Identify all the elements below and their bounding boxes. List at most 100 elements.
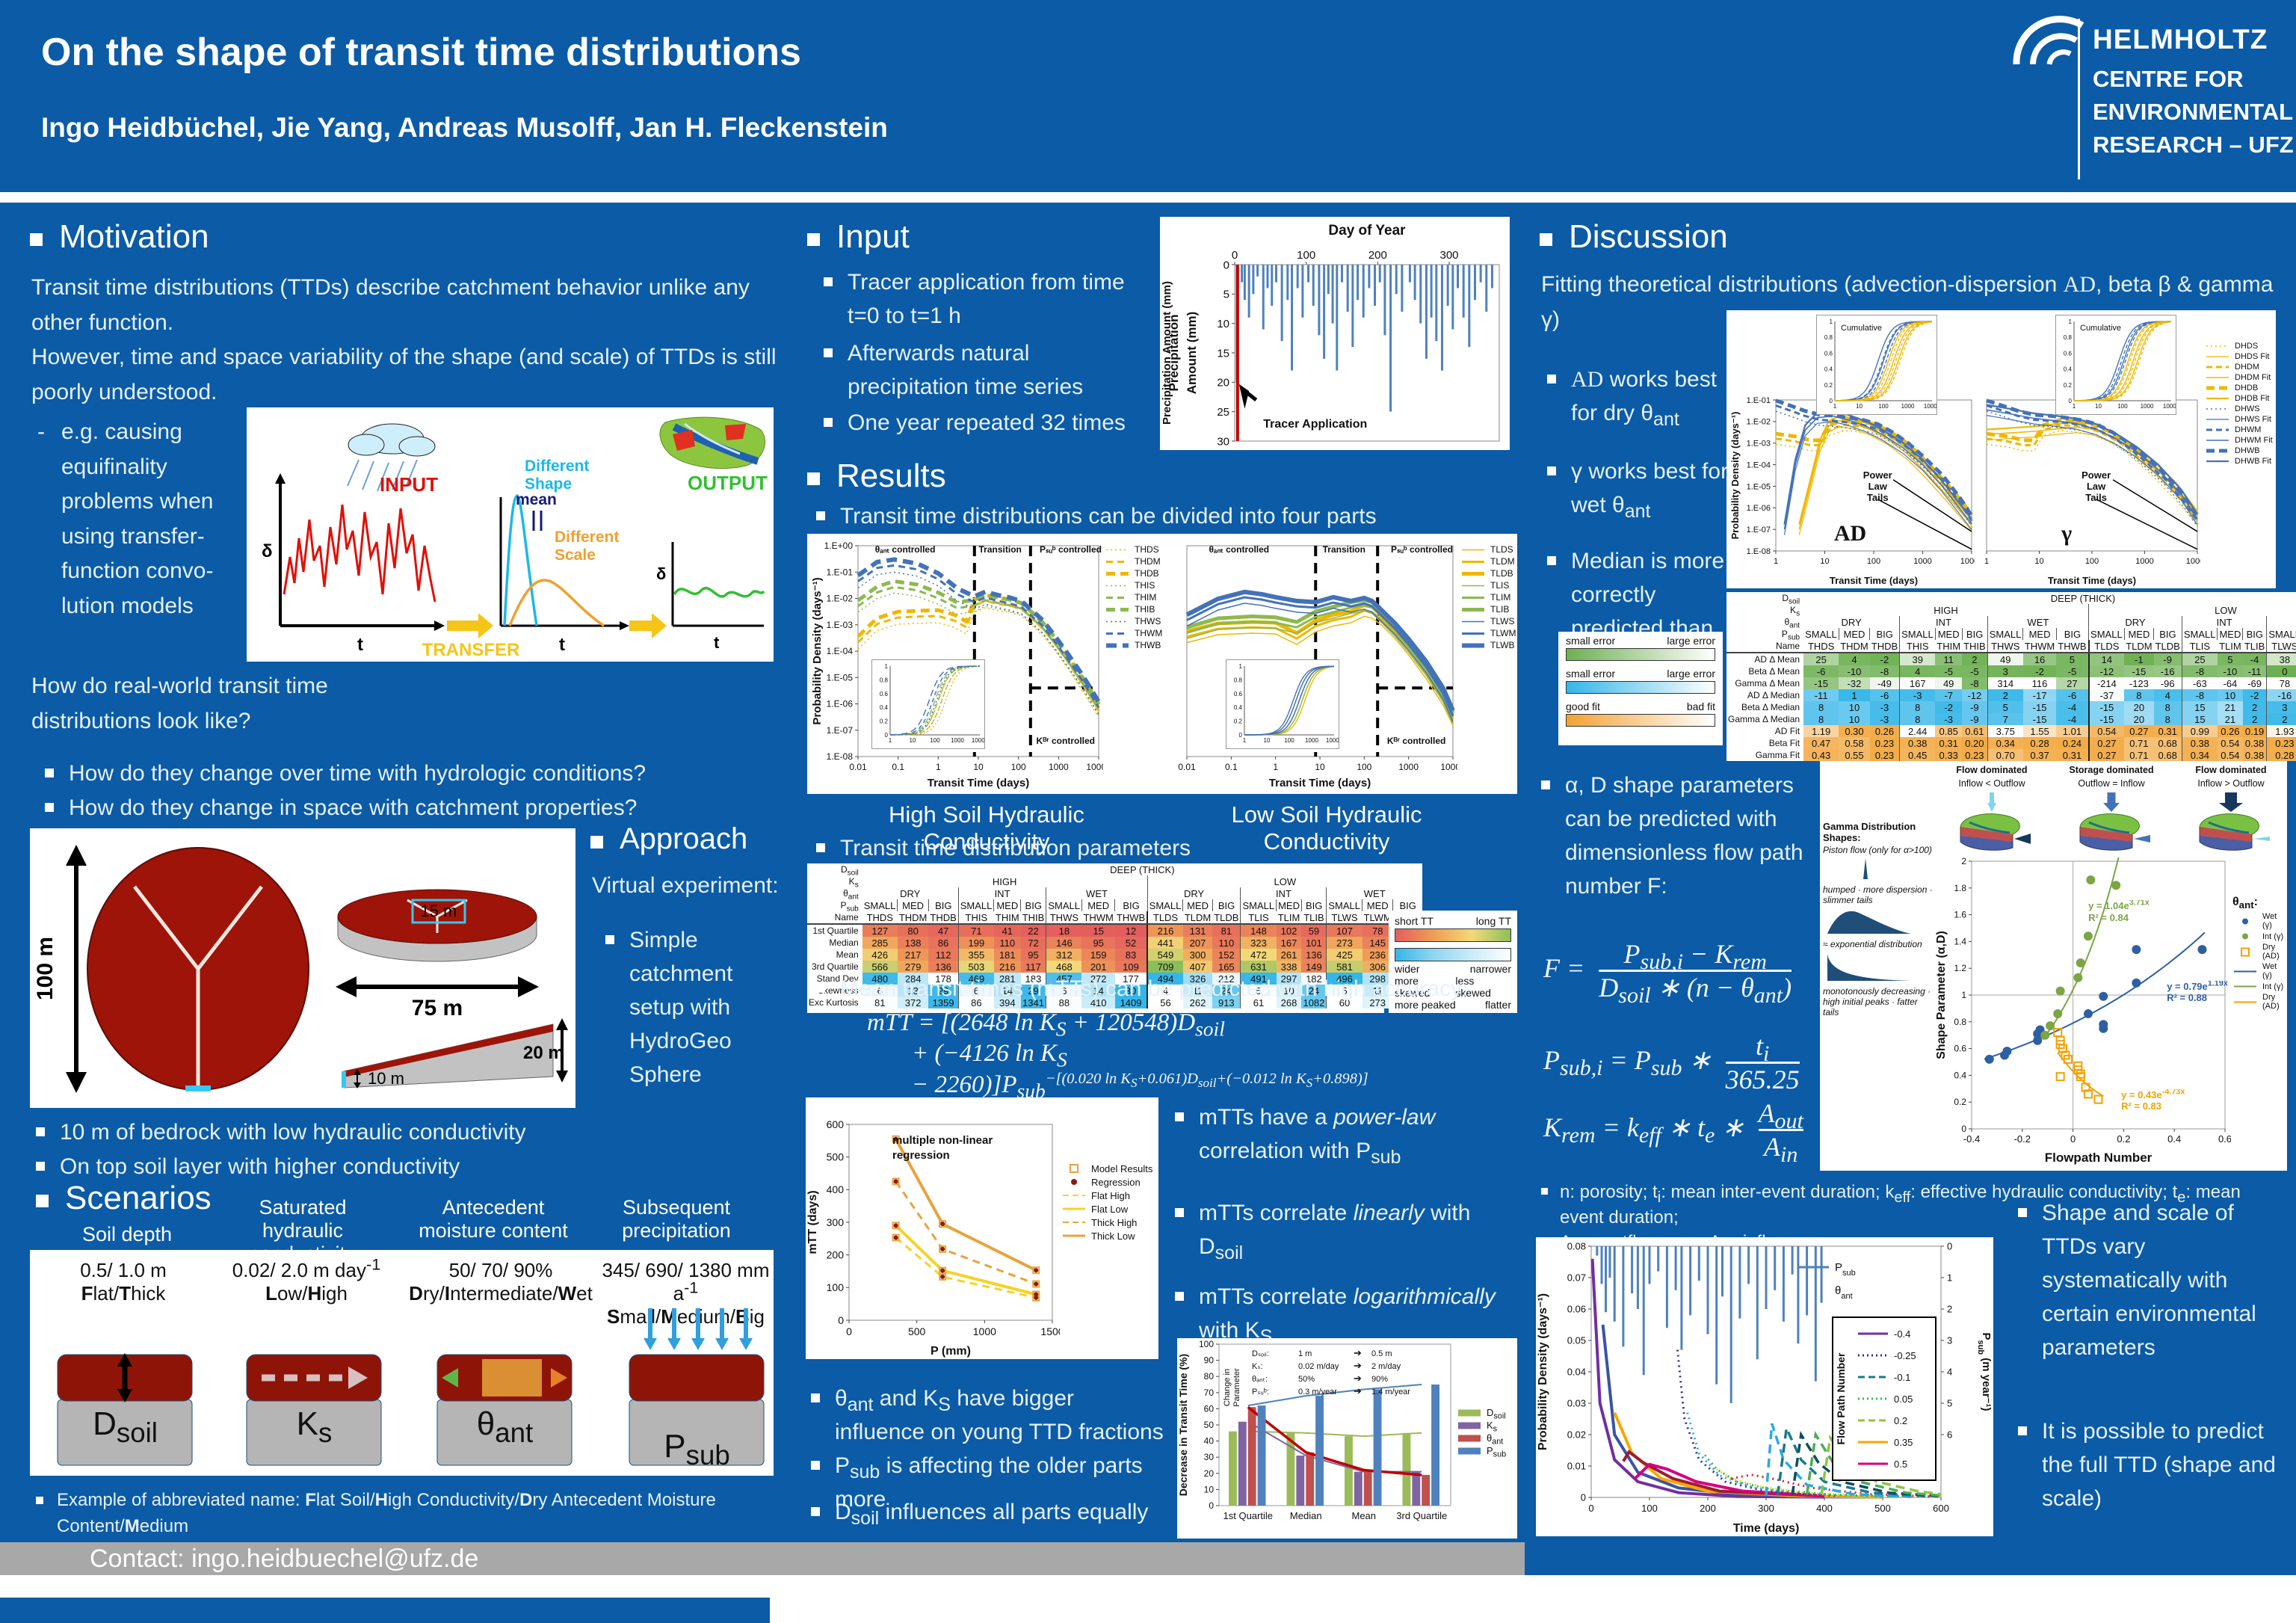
svg-text:1: 1 [936, 762, 941, 772]
label-15m: 15 m [421, 902, 457, 920]
svg-text:10: 10 [2034, 557, 2043, 566]
svg-text:30: 30 [1204, 1452, 1215, 1462]
svg-text:0.2: 0.2 [2064, 382, 2073, 389]
svg-text:0.02: 0.02 [1567, 1429, 1586, 1441]
svg-text:1000: 1000 [951, 737, 964, 744]
svg-text:Psub (m year⁻¹): Psub (m year⁻¹) [1976, 1332, 1993, 1411]
svg-text:0.1: 0.1 [892, 762, 904, 772]
svg-text:multiple non-linear: multiple non-linear [892, 1134, 993, 1147]
svg-text:0.4: 0.4 [1234, 704, 1243, 711]
svg-text:1.E-03: 1.E-03 [1747, 440, 1771, 449]
svg-text:300: 300 [1440, 249, 1459, 262]
svg-text:100: 100 [827, 1281, 845, 1293]
legend-item: TLDS [1462, 544, 1513, 555]
svg-text:Time (days): Time (days) [1733, 1522, 1800, 1535]
svg-text:Tracer Application: Tracer Application [1263, 418, 1367, 431]
svg-text:0: 0 [1223, 259, 1229, 271]
svg-text:Pₛᵤᵇ:: Pₛᵤᵇ: [1252, 1388, 1269, 1396]
svg-text:regression: regression [892, 1149, 950, 1162]
legend-item: TLWM [1462, 628, 1516, 638]
svg-text:0: 0 [1947, 1241, 1952, 1252]
svg-text:0.8: 0.8 [1824, 334, 1833, 341]
caption-low-k: Low Soil Hydraulic Conductivity [1231, 801, 1422, 854]
ad-chart: 1101001000100001.E-011.E-021.E-031.E-041… [1728, 310, 1983, 588]
svg-text:Kᴮʳ controlled: Kᴮʳ controlled [1037, 736, 1095, 746]
svg-text:1000: 1000 [973, 1325, 996, 1337]
svg-text:0.6: 0.6 [1824, 350, 1833, 357]
legend-item: THWS [1106, 616, 1161, 626]
svg-text:70: 70 [1204, 1388, 1215, 1398]
formula-P-num: ti [1755, 1031, 1770, 1067]
mtt-formula: mTT = [(2648 ln KS + 120548)Dsoil + (−41… [867, 1008, 1368, 1100]
svg-text:1000: 1000 [1305, 737, 1318, 744]
svg-text:-0.4: -0.4 [1963, 1133, 1980, 1145]
svg-text:100: 100 [1357, 762, 1371, 772]
output-delta-label: δ [656, 564, 666, 583]
legend-item: Int (γ) [2232, 931, 2286, 941]
svg-text:1.E-06: 1.E-06 [827, 699, 854, 709]
svg-text:1.E-08: 1.E-08 [1747, 547, 1771, 556]
ttd-high-legend: THDS THDM THDB THIS THIM THIB THWS THWM THWB [1105, 543, 1163, 789]
fit-legend-panel: small error large error small error large … [1558, 632, 1723, 745]
input-signal [275, 473, 445, 631]
fit-table-panel: Dsoil DEEP (THICK) Ks HIGH LOW θant DRY INT WET D… [1726, 592, 2296, 761]
svg-text:40: 40 [1204, 1436, 1215, 1447]
catchment-wedge [342, 1023, 554, 1088]
svg-text:50: 50 [1204, 1420, 1215, 1430]
scenarios-panel: 0.5/ 1.0 m Flat/Thick 0.02/ 2.0 m day-1 Lo… [30, 1250, 774, 1476]
svg-text:θₐₙₜ controlled: θₐₙₜ controlled [1209, 544, 1269, 555]
motivation-q2: How do they change in space with catchme… [45, 791, 762, 825]
svg-text:Transit Time (days): Transit Time (days) [2048, 575, 2136, 586]
svg-text:0.2: 0.2 [880, 718, 889, 725]
svg-text:AD: AD [1834, 521, 1866, 546]
svg-text:Inflow > Outflow: Inflow > Outflow [2197, 778, 2265, 789]
svg-text:Flow dominated: Flow dominated [1956, 765, 2027, 775]
svg-text:100: 100 [1199, 1339, 1214, 1349]
svg-text:Median: Median [1290, 1510, 1322, 1521]
input-b3-text: One year repeated 32 times [848, 410, 1126, 435]
svg-text:Probability Density (days⁻¹): Probability Density (days⁻¹) [811, 577, 824, 724]
label-10m: 10 m [368, 1069, 404, 1088]
page-title: On the shape of transit time distributio… [41, 31, 801, 74]
contact-email[interactable]: Contact: ingo.heidbuechel@ufz.de [90, 1545, 479, 1573]
scn-values-0: 0.5/ 1.0 m Flat/Thick [80, 1259, 167, 1305]
svg-text:1: 1 [885, 663, 889, 670]
svg-text:500: 500 [827, 1151, 845, 1163]
discussion-intro: Fitting theoretical distributions (advec… [1541, 272, 2274, 332]
approach-b2: 10 m of bedrock with low hydraulic condu… [36, 1115, 783, 1149]
inf-b3: Dsoil influences all parts equally [811, 1495, 1185, 1529]
formula-K-lhs: Krem = keff ∗ te ∗ [1543, 1112, 1744, 1148]
svg-text:1: 1 [889, 737, 892, 744]
input-label: INPUT [380, 473, 438, 496]
svg-text:0.6: 0.6 [2218, 1133, 2231, 1145]
logo-divider [2078, 19, 2080, 179]
legend-item: TLIM [1462, 592, 1511, 603]
svg-text:400: 400 [827, 1183, 845, 1195]
mtt-b1-text: mTTs have a power-law correlation with P… [1199, 1105, 1436, 1168]
svg-text:600: 600 [827, 1118, 845, 1130]
svg-text:100: 100 [1011, 762, 1026, 772]
svg-text:1.E-02: 1.E-02 [1747, 418, 1771, 427]
svg-text:0.08: 0.08 [1567, 1241, 1586, 1252]
svg-text:Cumulative: Cumulative [1841, 324, 1882, 333]
svg-text:0.2: 0.2 [1234, 718, 1243, 725]
svg-text:Kᴮʳ controlled: Kᴮʳ controlled [1387, 736, 1445, 746]
formula-F: F = Psub,i − Krem Dsoil ∗ (n − θant) [1543, 938, 1799, 1007]
wedge-20m-arrow-icon [556, 1018, 568, 1082]
logo-line1: HELMHOLTZ [2093, 24, 2268, 55]
svg-text:0.35: 0.35 [1894, 1437, 1913, 1448]
legend-item: DHWS Fit [2206, 415, 2271, 424]
svg-text:90%: 90% [1371, 1375, 1388, 1384]
svg-text:0: 0 [2069, 398, 2073, 404]
different-shape-label: Different Shape [525, 458, 589, 493]
wedge-10m-arrow-icon [354, 1069, 361, 1088]
alpha-text-body: α, D shape parameters can be predicted w… [1565, 773, 1803, 899]
results-r3-text: Mean transit times (mTTs) can be predict… [840, 976, 1469, 1001]
svg-text:0.1: 0.1 [1225, 762, 1238, 772]
legend-item: THWB [1106, 640, 1161, 650]
ttd-shape-curves [499, 494, 629, 630]
svg-text:60: 60 [1204, 1403, 1215, 1414]
